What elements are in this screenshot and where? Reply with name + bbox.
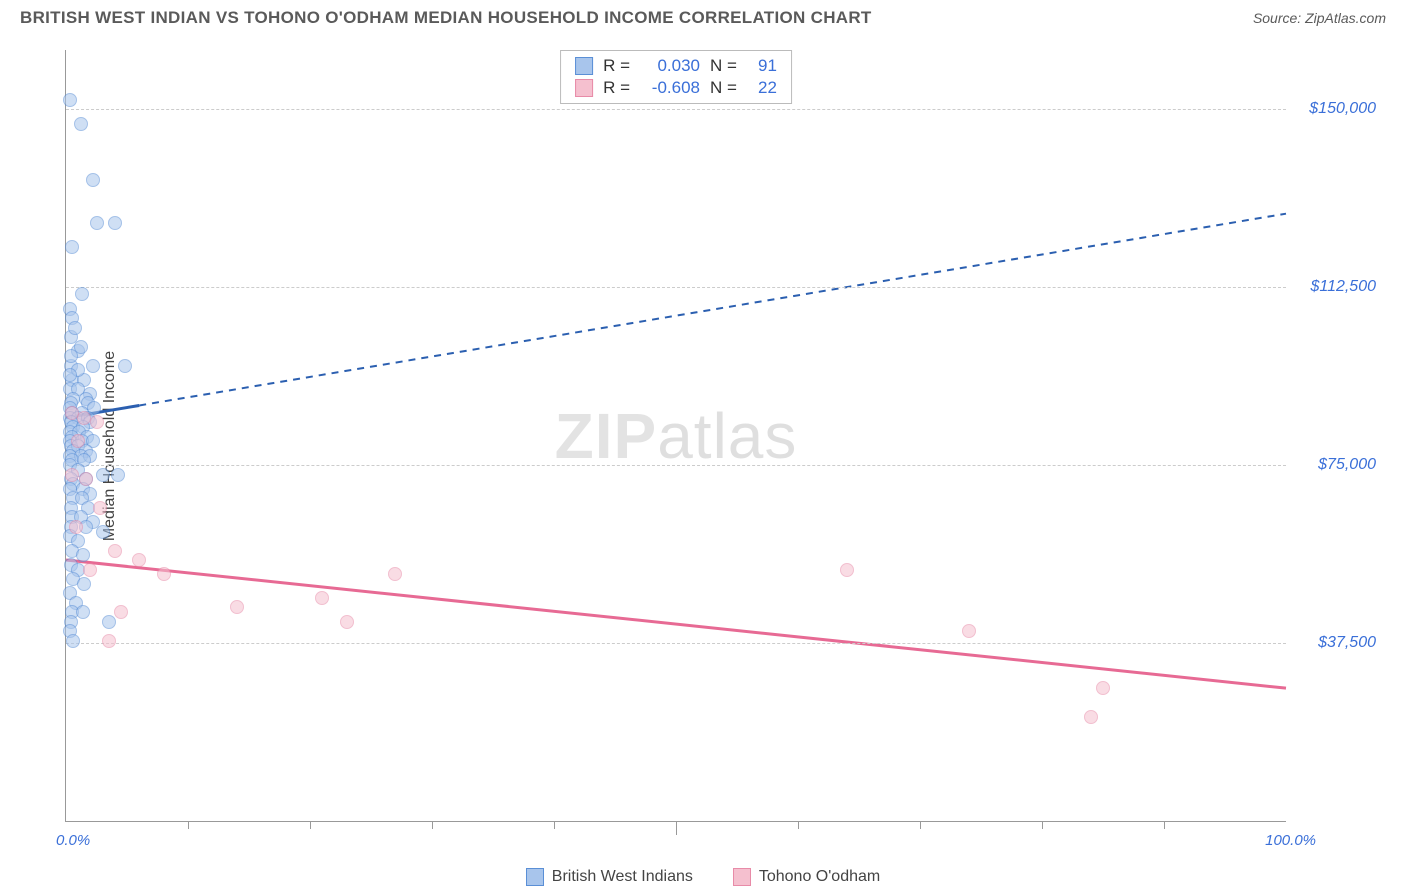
data-point	[132, 553, 146, 567]
data-point	[108, 544, 122, 558]
data-point	[1084, 710, 1098, 724]
stats-box: R = 0.030 N = 91 R = -0.608 N = 22	[560, 50, 792, 104]
data-point	[962, 624, 976, 638]
data-point	[102, 615, 116, 629]
data-point	[76, 548, 90, 562]
trend-lines	[66, 50, 1286, 821]
data-point	[63, 368, 77, 382]
data-point	[96, 468, 110, 482]
legend-swatch	[575, 57, 593, 75]
plot-region: ZIPatlas R =0.030N =91R =-0.608N =22 $37…	[65, 50, 1286, 822]
y-tick-label: $150,000	[1309, 100, 1376, 118]
x-min-label: 0.0%	[56, 832, 90, 849]
data-point	[66, 634, 80, 648]
gridline	[66, 109, 1286, 110]
x-tick	[1164, 821, 1165, 829]
data-point	[108, 216, 122, 230]
y-tick-label: $112,500	[1310, 278, 1376, 296]
gridline	[66, 643, 1286, 644]
y-tick-label: $37,500	[1318, 634, 1376, 652]
legend-label: Tohono O'odham	[759, 868, 880, 886]
bottom-legend: British West Indians Tohono O'odham	[0, 868, 1406, 886]
data-point	[64, 349, 78, 363]
data-point	[77, 577, 91, 591]
source-prefix: Source:	[1253, 10, 1305, 26]
data-point	[118, 359, 132, 373]
r-label: R =	[603, 56, 630, 76]
source-name: ZipAtlas.com	[1305, 10, 1386, 26]
legend-item: Tohono O'odham	[733, 868, 880, 886]
r-value: -0.608	[640, 78, 700, 98]
r-label: R =	[603, 78, 630, 98]
data-point	[90, 415, 104, 429]
x-tick-major	[676, 821, 677, 835]
n-value: 22	[747, 78, 777, 98]
data-point	[83, 563, 97, 577]
x-max-label: 100.0%	[1265, 832, 1316, 849]
x-tick	[188, 821, 189, 829]
data-point	[79, 472, 93, 486]
x-tick	[920, 821, 921, 829]
data-point	[111, 468, 125, 482]
data-point	[68, 321, 82, 335]
data-point	[157, 567, 171, 581]
chart-area: Median Household Income ZIPatlas R =0.03…	[20, 40, 1386, 852]
x-tick	[554, 821, 555, 829]
legend-label: British West Indians	[552, 868, 693, 886]
data-point	[840, 563, 854, 577]
data-point	[86, 173, 100, 187]
n-value: 91	[747, 56, 777, 76]
data-point	[69, 520, 83, 534]
x-tick	[310, 821, 311, 829]
y-tick-label: $75,000	[1318, 456, 1376, 474]
r-value: 0.030	[640, 56, 700, 76]
data-point	[75, 287, 89, 301]
data-point	[315, 591, 329, 605]
chart-title: BRITISH WEST INDIAN VS TOHONO O'ODHAM ME…	[20, 8, 872, 28]
data-point	[90, 216, 104, 230]
stats-row: R = -0.608 N = 22	[575, 77, 777, 99]
data-point	[63, 93, 77, 107]
legend-swatch	[733, 868, 751, 886]
stats-row: R = 0.030 N = 91	[575, 55, 777, 77]
x-tick	[1042, 821, 1043, 829]
data-point	[93, 501, 107, 515]
data-point	[71, 434, 85, 448]
data-point	[1096, 681, 1110, 695]
data-point	[230, 600, 244, 614]
legend-item: British West Indians	[526, 868, 693, 886]
chart-source: Source: ZipAtlas.com	[1253, 10, 1386, 26]
n-label: N =	[710, 56, 737, 76]
gridline	[66, 465, 1286, 466]
data-point	[65, 468, 79, 482]
data-point	[76, 605, 90, 619]
x-tick	[432, 821, 433, 829]
data-point	[74, 117, 88, 131]
n-label: N =	[710, 78, 737, 98]
gridline	[66, 287, 1286, 288]
data-point	[86, 359, 100, 373]
data-point	[102, 634, 116, 648]
data-point	[114, 605, 128, 619]
x-tick	[798, 821, 799, 829]
legend-swatch	[575, 79, 593, 97]
data-point	[388, 567, 402, 581]
data-point	[340, 615, 354, 629]
data-point	[96, 525, 110, 539]
legend-swatch	[526, 868, 544, 886]
data-point	[65, 240, 79, 254]
